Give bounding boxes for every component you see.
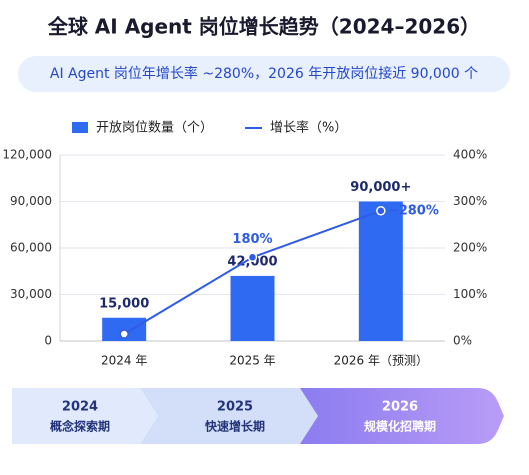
data-label: 180% — [232, 232, 272, 247]
y-tick-label: 30,000 — [10, 287, 52, 301]
phase-shape — [12, 388, 158, 444]
y-tick-label: 60,000 — [10, 241, 52, 255]
phase-year: 2026 — [382, 400, 418, 415]
legend-label: 开放岗位数量（个） — [96, 121, 213, 136]
y-tick-label: 120,000 — [2, 148, 52, 162]
phase-shape — [300, 388, 504, 444]
y2-tick-label: 200% — [453, 241, 487, 255]
y2-tick-label: 0% — [453, 334, 472, 348]
bar — [230, 275, 275, 341]
y-tick-label: 0 — [44, 334, 52, 348]
data-label: 15,000 — [99, 296, 149, 311]
subtitle: AI Agent 岗位年增长率 ~280%，2026 年开放岗位接近 90,00… — [50, 65, 478, 82]
y2-tick-label: 100% — [453, 287, 487, 301]
phase-shape — [140, 388, 318, 444]
phase-label: 规模化招聘期 — [364, 419, 436, 434]
x-tick-label: 2024 年 — [101, 354, 147, 368]
chart-title: 全球 AI Agent 岗位增长趋势（2024–2026） — [47, 15, 480, 39]
y2-tick-label: 300% — [453, 194, 487, 208]
phase-label: 概念探索期 — [50, 419, 110, 434]
data-label: 90,000+ — [350, 180, 411, 195]
y2-tick-label: 400% — [453, 148, 487, 162]
phase-year: 2024 — [62, 400, 98, 415]
line-point — [119, 329, 129, 339]
y-tick-label: 90,000 — [10, 194, 52, 208]
data-label: ~280% — [388, 203, 439, 218]
legend-swatch — [72, 122, 88, 133]
bar — [358, 201, 403, 341]
phase-label: 快速增长期 — [205, 419, 265, 434]
subtitle-banner — [18, 56, 510, 92]
line-point — [247, 252, 258, 263]
legend-label: 增长率（%） — [270, 120, 347, 136]
line-point — [376, 206, 386, 216]
phase-year: 2025 — [217, 400, 253, 415]
x-tick-label: 2026 年（预测） — [334, 354, 428, 368]
x-tick-label: 2025 年 — [229, 354, 275, 368]
